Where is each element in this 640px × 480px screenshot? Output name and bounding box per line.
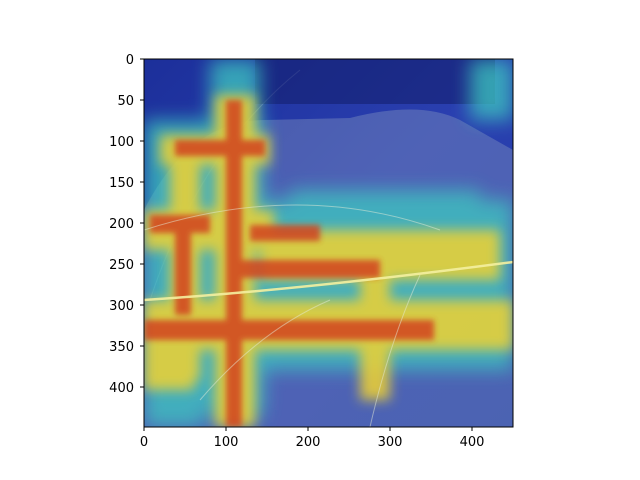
- x-axis: 0 100 200 300 400: [140, 427, 485, 450]
- x-tick-label: 100: [214, 435, 239, 450]
- x-tick-label: 200: [296, 435, 321, 450]
- y-tick-label: 150: [109, 176, 134, 191]
- y-tick-label: 100: [109, 135, 134, 150]
- y-tick-label: 0: [126, 53, 134, 68]
- y-tick-label: 300: [109, 299, 134, 314]
- heatmap-image: [144, 59, 513, 427]
- plot-frame: [143, 58, 514, 428]
- x-tick-label: 400: [460, 435, 485, 450]
- y-tick-label: 400: [109, 381, 134, 396]
- y-tick-label: 350: [109, 340, 134, 355]
- x-tick-label: 0: [140, 435, 148, 450]
- y-tick-label: 50: [117, 94, 134, 109]
- y-tick-label: 250: [109, 258, 134, 273]
- y-tick-label: 200: [109, 217, 134, 232]
- x-tick-label: 300: [378, 435, 403, 450]
- y-axis: 0 50 100 150 200 250 300 350 400: [109, 53, 144, 396]
